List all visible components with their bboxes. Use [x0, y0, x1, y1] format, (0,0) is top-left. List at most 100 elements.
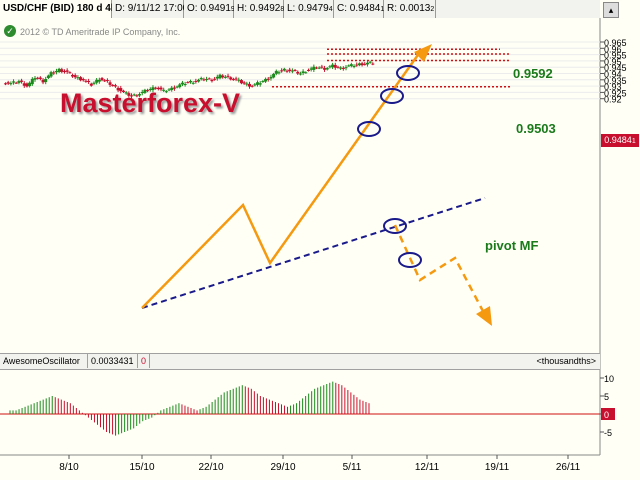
candle-body: [54, 70, 58, 73]
y-tick-label: 0.925: [604, 88, 627, 98]
support-trend-line: [141, 197, 486, 309]
chart-menu-icon[interactable]: ▴: [603, 2, 619, 18]
x-tick-label: 12/11: [415, 462, 440, 473]
candle-body: [121, 90, 125, 92]
orange-wave-line: [141, 51, 422, 309]
highlight-ellipse: [383, 218, 407, 234]
candle-body: [250, 85, 254, 87]
highlight-ellipse: [380, 88, 404, 104]
candle-body: [62, 71, 66, 73]
y-tick-label: 0.96: [604, 44, 622, 54]
close-readout: C: 0.94841: [334, 0, 384, 18]
candle-body: [226, 75, 230, 77]
indicator-name[interactable]: AwesomeOscillator: [0, 354, 88, 368]
candle-body: [4, 83, 7, 85]
candle-body: [95, 79, 99, 83]
candle-body: [234, 78, 238, 80]
candle-body: [103, 80, 107, 82]
candle-body: [194, 80, 198, 82]
candle-body: [87, 80, 91, 82]
brand-title: Masterforex-V: [60, 88, 241, 118]
candle-body: [20, 80, 24, 82]
candle-body: [282, 68, 286, 71]
candle-body: [290, 70, 294, 72]
current-price-tag: 0.94841: [601, 134, 639, 147]
candle-body: [111, 85, 115, 87]
candle-body: [253, 84, 257, 86]
candle-body: [333, 64, 337, 68]
candle-body: [231, 79, 235, 81]
candle-body: [328, 66, 332, 68]
candle-body: [266, 78, 270, 80]
y-tick-label: 0.92: [604, 95, 622, 105]
candle-body: [130, 95, 134, 97]
candle-body: [119, 88, 123, 92]
candle-body: [162, 89, 166, 91]
candle-body: [25, 83, 29, 87]
candle-body: [277, 72, 281, 74]
level-label-0-9503: 0.9503: [516, 121, 556, 136]
projection-arrow-head: [476, 306, 492, 326]
x-tick-label: 8/10: [59, 462, 79, 473]
candle-body: [46, 75, 50, 79]
y-tick-label: 0.955: [604, 51, 627, 61]
symbol-label: USD/CHF (BID) 180 d 4h: [0, 0, 117, 18]
candle-body: [207, 78, 211, 80]
candle-body: [68, 72, 72, 74]
candle-body: [339, 67, 343, 69]
candle-body: [229, 77, 233, 80]
candle-body: [288, 69, 292, 72]
candle-body: [336, 66, 340, 68]
candle-body: [312, 66, 316, 70]
candle-body: [81, 78, 85, 81]
candle-body: [28, 82, 32, 87]
candle-body: [135, 95, 139, 97]
candle-body: [256, 82, 260, 85]
osc-y-tick-label: 5: [604, 392, 609, 402]
candle-body: [76, 77, 80, 79]
candle-body: [97, 79, 101, 82]
x-tick-label: 26/11: [556, 462, 581, 473]
candle-body: [331, 64, 335, 68]
open-readout: O: 0.94919: [184, 0, 235, 18]
candle-body: [89, 83, 93, 86]
candle-body: [272, 73, 276, 78]
level-label-0-9592: 0.9592: [513, 66, 553, 81]
candle-body: [33, 78, 37, 80]
date-readout: D: 9/11/12 17:00: [112, 0, 188, 18]
highlight-ellipse: [357, 121, 381, 137]
candle-body: [79, 77, 83, 81]
candle-body: [105, 80, 109, 82]
candle-body: [258, 83, 262, 85]
candle-body: [159, 87, 163, 90]
low-readout: L: 0.94794: [284, 0, 334, 18]
y-tick-label: 0.965: [604, 38, 627, 48]
candle-body: [360, 63, 364, 66]
candle-body: [223, 76, 227, 78]
candle-body: [210, 79, 214, 82]
candle-body: [280, 70, 284, 72]
candle-body: [239, 80, 243, 84]
candle-body: [199, 78, 203, 80]
settings-gear-icon[interactable]: ✓: [4, 25, 16, 37]
candle-body: [365, 62, 369, 65]
candle-body: [323, 68, 327, 70]
candle-body: [349, 64, 353, 66]
indicator-value: 0.0033431: [88, 354, 138, 368]
candle-body: [178, 84, 182, 88]
candle-body: [205, 78, 209, 80]
candle-body: [344, 67, 348, 69]
candle-body: [325, 68, 329, 70]
candle-body: [113, 85, 117, 87]
candle-body: [12, 81, 16, 83]
osc-y-tick-label: 10: [604, 374, 614, 384]
candle-body: [116, 87, 120, 91]
candle-body: [368, 61, 372, 63]
candle-body: [202, 79, 206, 81]
range-readout: R: 0.00132: [384, 0, 436, 18]
indicator-units: <thousandths>: [536, 356, 596, 366]
candle-body: [132, 94, 136, 96]
highlight-ellipse: [396, 65, 420, 81]
candle-body: [293, 69, 297, 71]
